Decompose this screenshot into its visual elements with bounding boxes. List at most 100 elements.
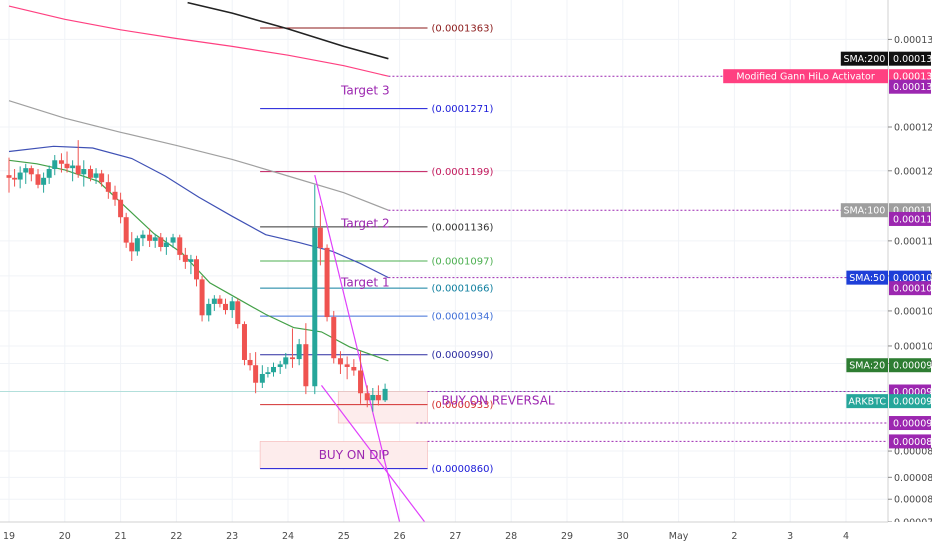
- price-tag-name-bg: [840, 203, 888, 218]
- candle-body: [147, 234, 153, 241]
- candle-body: [152, 237, 158, 241]
- candle-body: [123, 217, 129, 243]
- time-tick-label: 2: [731, 531, 737, 542]
- time-tick-label: 22: [170, 531, 182, 542]
- time-tick-label: 29: [561, 531, 573, 542]
- candle-body: [46, 169, 52, 178]
- candle-body: [206, 303, 212, 316]
- price-tick-label: 0.0001000: [894, 341, 932, 352]
- price-tick-label: 0.0001040: [894, 306, 932, 317]
- price-tag-value-bg: [889, 434, 931, 449]
- candle-body: [217, 298, 223, 304]
- candle-body: [296, 344, 302, 360]
- fib-label: (0.0001066): [432, 284, 494, 295]
- time-tick-label: 3: [787, 531, 793, 542]
- candle-body: [28, 168, 34, 175]
- candle-body: [270, 366, 276, 373]
- candle-body: [35, 174, 41, 185]
- time-tick-label: 4: [843, 531, 849, 542]
- time-axis[interactable]: 19 20 21 22 23 24 25 26 27 28 29 30 May 2 3 4: [0, 521, 932, 550]
- candle-body: [163, 242, 169, 247]
- candle-body: [241, 324, 247, 360]
- candle-body: [382, 388, 388, 401]
- candle-body: [105, 182, 111, 192]
- fib-label: (0.0001271): [432, 104, 494, 115]
- candle-body: [351, 366, 357, 371]
- price-tag-value-bg: [889, 211, 931, 226]
- time-tick-label: 28: [505, 531, 517, 542]
- time-tick-label: 19: [3, 531, 15, 542]
- ma-line: [187, 1, 389, 60]
- candle-body: [211, 298, 217, 304]
- candle-body: [70, 165, 76, 169]
- price-tag-value: 0.0001155: [893, 214, 932, 225]
- candle-body: [41, 177, 47, 185]
- candle-body: [247, 359, 253, 366]
- price-tag-name-bg: [846, 394, 888, 409]
- candle-body: [64, 163, 70, 169]
- price-tag-value-bg: [889, 358, 931, 373]
- time-tick-label: 23: [226, 531, 238, 542]
- fib-label: (0.0001363): [432, 24, 494, 35]
- trendlines: [314, 175, 426, 523]
- candle-body: [177, 237, 183, 255]
- candle-body: [129, 242, 135, 252]
- annotation-label: Target 1: [340, 275, 390, 289]
- price-tag-name-bg: [846, 270, 888, 285]
- candle-body: [52, 160, 58, 170]
- price-tick-label: 0.0000850: [894, 473, 932, 484]
- candle-body: [23, 168, 29, 173]
- candle-body: [375, 395, 381, 401]
- price-tick-label: 0.0000880: [894, 447, 932, 458]
- candle-body: [75, 165, 81, 175]
- price-tag-value: 0.0000948: [893, 387, 932, 398]
- price-tag-value: 0.0001307: [893, 82, 932, 93]
- price-tag-value-bg: [889, 281, 931, 296]
- time-tick-label: May: [669, 531, 689, 542]
- candle-body: [93, 173, 99, 178]
- candle-body: [344, 364, 350, 367]
- annotation-label: Target 2: [340, 217, 390, 231]
- price-tag-value-bg: [889, 79, 931, 94]
- time-axis-bg: [0, 522, 932, 550]
- price-tag-name-bg: [846, 358, 888, 373]
- price-tag-value: 0.0000912: [893, 419, 932, 430]
- price-tick-label: 0.0001120: [894, 236, 932, 247]
- price-tag-value-bg: [889, 51, 931, 66]
- time-tick-label: 30: [617, 531, 629, 542]
- annotation-label: BUY ON REVERSAL: [441, 394, 554, 408]
- candle-body: [193, 259, 199, 280]
- price-tag-value: 0.0000978: [893, 361, 932, 372]
- time-tick-label: 26: [394, 531, 406, 542]
- candle-body: [17, 172, 23, 180]
- fib-label: (0.0000860): [432, 464, 494, 475]
- candle-body: [58, 160, 64, 164]
- time-tick-label: 27: [449, 531, 461, 542]
- candle-body: [324, 247, 330, 318]
- price-tag-value-bg: [889, 394, 931, 409]
- candle-body: [81, 169, 87, 175]
- trendline-lower: [321, 385, 426, 523]
- price-tick-label: 0.0001200: [894, 166, 932, 177]
- candle-body: [223, 303, 229, 311]
- candle-body: [87, 169, 93, 178]
- annotation-label: BUY ON DIP: [319, 448, 389, 462]
- candle-body: [312, 227, 318, 387]
- candle-body: [358, 370, 364, 394]
- candle-body: [182, 254, 188, 262]
- candle-body: [12, 177, 18, 180]
- candle-body: [253, 365, 259, 383]
- candle-body: [265, 372, 271, 374]
- ma-line: [8, 145, 389, 279]
- price-tick-label: 0.0000825: [894, 495, 932, 506]
- fib-label: (0.0001097): [432, 257, 494, 268]
- candle-body: [337, 358, 343, 365]
- candle-body: [259, 373, 265, 383]
- fib-label: (0.0000990): [432, 350, 494, 361]
- candle-body: [199, 279, 205, 316]
- candle-body: [331, 317, 337, 359]
- candle-body: [188, 259, 194, 262]
- price-tag-value-bg: [889, 69, 931, 84]
- fib-label: (0.0001199): [432, 167, 494, 178]
